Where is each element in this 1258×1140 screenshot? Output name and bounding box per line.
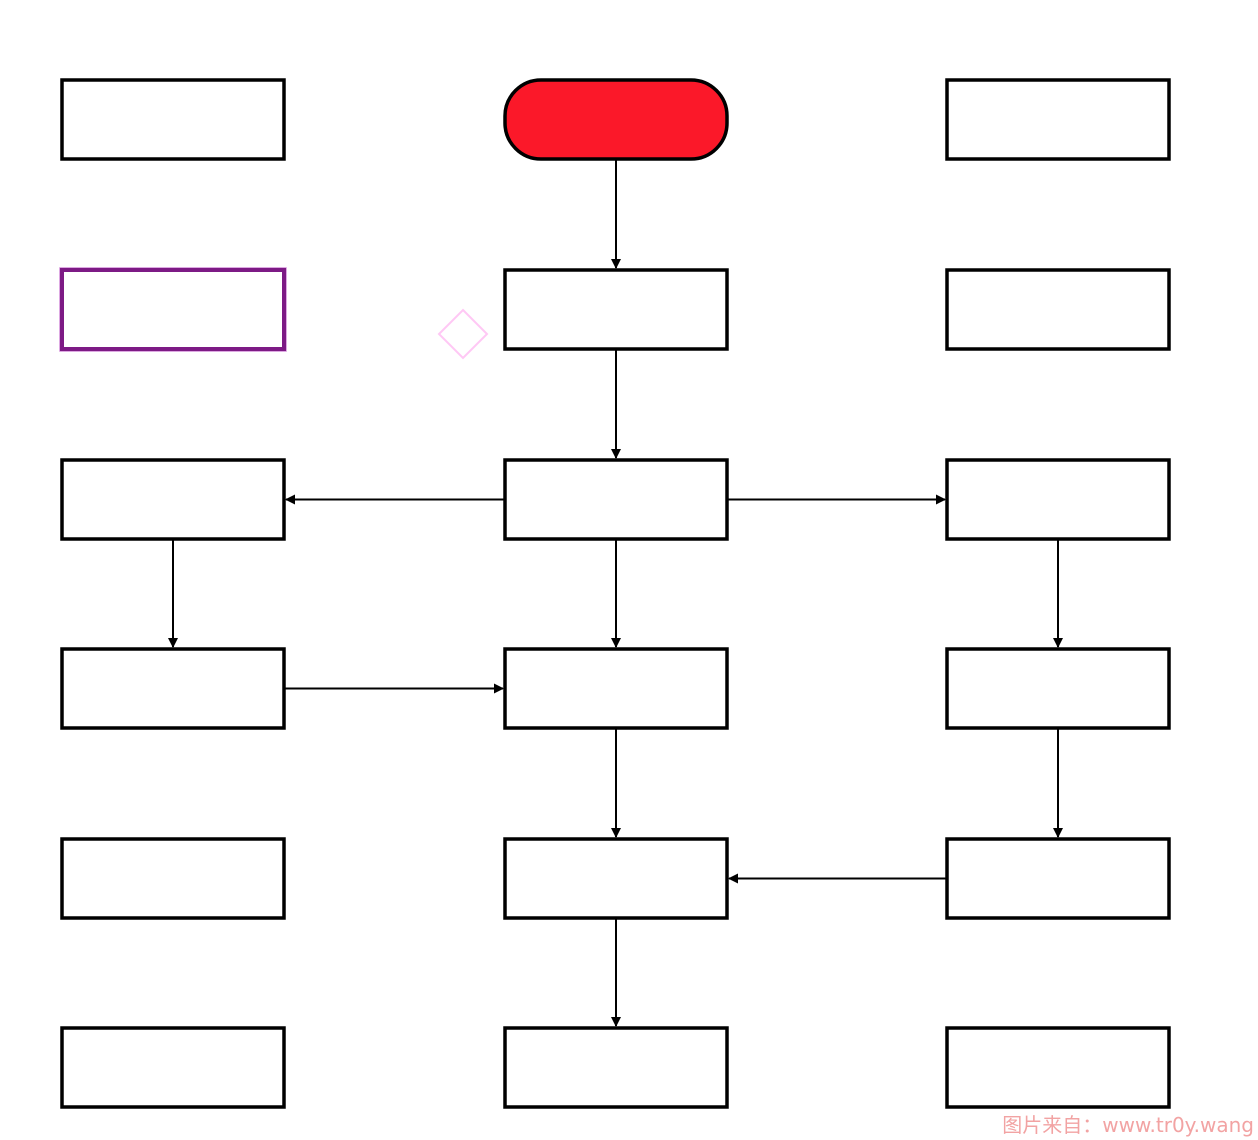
process-node[interactable] [60,647,286,730]
process-node[interactable] [503,647,729,730]
handle-layer [437,308,489,360]
process-node[interactable] [503,268,729,351]
process-node[interactable] [945,647,1171,730]
process-node[interactable] [503,1026,729,1109]
process-box[interactable] [60,458,286,541]
process-box[interactable] [60,1026,286,1109]
process-node[interactable] [945,458,1171,541]
process-box[interactable] [60,647,286,730]
process-node[interactable] [945,268,1171,351]
process-node[interactable] [59,267,287,352]
nodes-layer [59,78,1171,1109]
process-node[interactable] [945,1026,1171,1109]
process-node[interactable] [60,78,286,161]
process-node[interactable] [503,837,729,920]
process-node[interactable] [60,837,286,920]
process-box[interactable] [503,837,729,920]
process-box[interactable] [945,268,1171,351]
watermark: 图片来自：www.tr0y.wang [1002,1113,1254,1137]
process-box[interactable] [60,837,286,920]
edges-layer [168,159,1063,1027]
process-box[interactable] [945,1026,1171,1109]
process-box[interactable] [945,647,1171,730]
process-box[interactable] [503,458,729,541]
process-box[interactable] [503,647,729,730]
process-box[interactable] [503,268,729,351]
process-node[interactable] [60,1026,286,1109]
connection-anchor-handle[interactable] [437,308,489,360]
terminator-shape[interactable] [503,78,729,161]
process-box[interactable] [945,837,1171,920]
process-box[interactable] [503,1026,729,1109]
process-node[interactable] [945,78,1171,161]
process-box[interactable] [60,78,286,161]
process-box[interactable] [945,458,1171,541]
process-node[interactable] [60,458,286,541]
process-node[interactable] [945,837,1171,920]
selected-process-box[interactable] [60,268,286,351]
start-terminator-node[interactable] [503,78,729,161]
process-box[interactable] [945,78,1171,161]
process-node[interactable] [503,458,729,541]
